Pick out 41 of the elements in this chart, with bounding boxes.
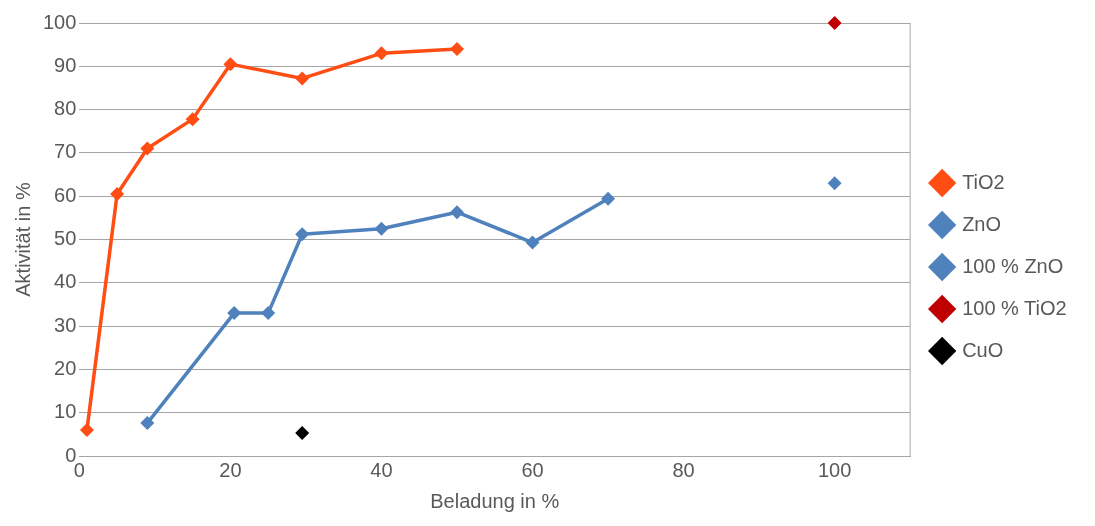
y-tick-label: 50 (54, 227, 77, 250)
point (827, 16, 842, 30)
point (295, 227, 310, 242)
point (185, 112, 200, 127)
point (827, 176, 842, 191)
x-tick-label: 20 (219, 458, 242, 481)
legend-label: CuO (962, 338, 1004, 361)
y-tick-label: 90 (54, 53, 77, 76)
point (140, 141, 155, 156)
x-tick-label: 40 (370, 458, 393, 481)
point (295, 426, 310, 441)
legend-label: ZnO (962, 212, 1002, 235)
y-tick-label: 60 (54, 183, 77, 206)
point (295, 71, 310, 86)
y-tick-label: 70 (54, 140, 77, 163)
y-tick-label: 80 (54, 97, 77, 120)
y-tick-label: 100 (42, 10, 77, 33)
point (227, 306, 242, 321)
legend-label: 100 % ZnO (962, 254, 1064, 277)
point (601, 191, 616, 206)
point (449, 41, 464, 56)
y-tick-label: 30 (54, 313, 77, 336)
point (374, 46, 389, 61)
x-axis-title: Beladung in % (430, 489, 560, 512)
legend-label: TiO2 (962, 170, 1005, 193)
legend-label: 100 % TiO2 (962, 296, 1067, 319)
point (223, 57, 238, 72)
y-tick-label: 20 (54, 356, 77, 379)
point (110, 187, 125, 202)
point (79, 423, 94, 438)
x-tick-label: 60 (521, 458, 544, 481)
point (140, 416, 155, 431)
x-tick-label: 100 (817, 458, 852, 481)
y-tick-label: 10 (54, 400, 77, 423)
point (374, 221, 389, 236)
point (261, 306, 276, 321)
y-tick-label: 40 (54, 270, 77, 293)
x-tick-label: 80 (672, 458, 695, 481)
y-axis-title: Aktivität in % (11, 182, 34, 297)
point (525, 235, 540, 250)
point (449, 205, 464, 220)
